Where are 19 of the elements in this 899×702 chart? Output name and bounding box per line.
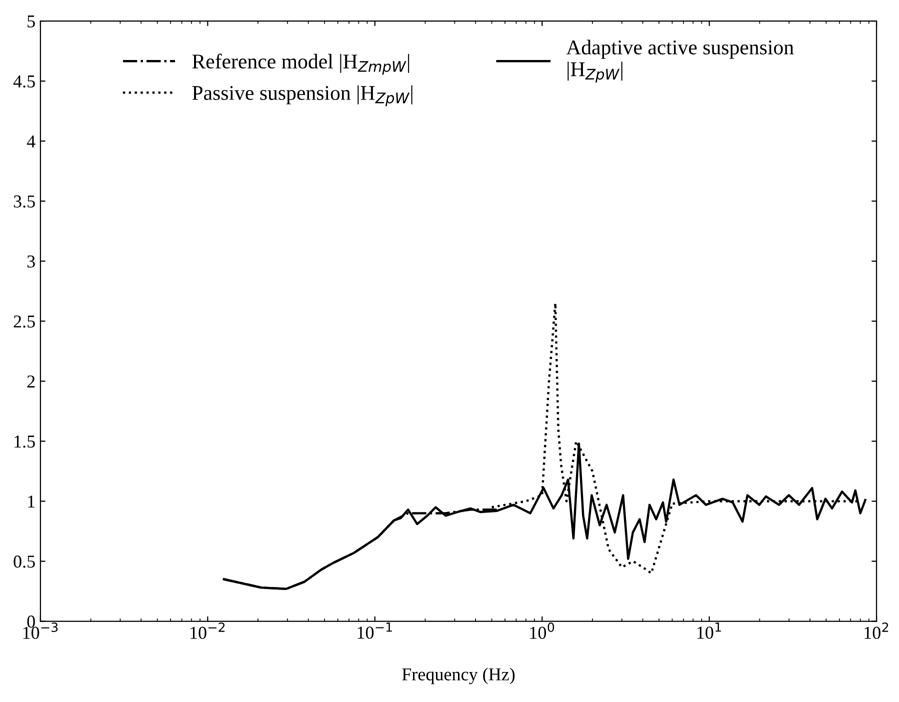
y-tick-label: 4 bbox=[26, 135, 36, 148]
x-tick-label: 10$^{−1}$ bbox=[358, 622, 392, 639]
y-tick-label: 1.5 bbox=[14, 436, 35, 448]
x-tick-label: 10$^{0}$ bbox=[530, 622, 554, 639]
x-tick-label: 10$^{2}$ bbox=[864, 622, 888, 639]
y-tick-label: 4.5 bbox=[13, 75, 35, 88]
y-tick-label: 2.5 bbox=[14, 315, 35, 328]
y-tick-label: 1 bbox=[28, 496, 35, 508]
y-tick-label: 2 bbox=[27, 375, 35, 388]
legend-label: Adaptive active suspension |H$_{ZpW}$| bbox=[566, 40, 794, 83]
y-tick-label: 0.5 bbox=[14, 556, 35, 568]
legend-label: Reference model |H$_{ZmpW}$| bbox=[192, 54, 410, 75]
y-tick-label: 3.5 bbox=[14, 195, 35, 208]
x-tick-label: 10$^{1}$ bbox=[697, 622, 721, 639]
y-tick-label: 5 bbox=[28, 16, 35, 28]
x-axis-title: Frequency (Hz) bbox=[402, 668, 515, 684]
y-tick-label: 3 bbox=[27, 255, 35, 268]
x-tick-label: 10$^{−2}$ bbox=[190, 622, 225, 639]
legend-label: Passive suspension |H$_{ZpW}$| bbox=[192, 85, 412, 106]
